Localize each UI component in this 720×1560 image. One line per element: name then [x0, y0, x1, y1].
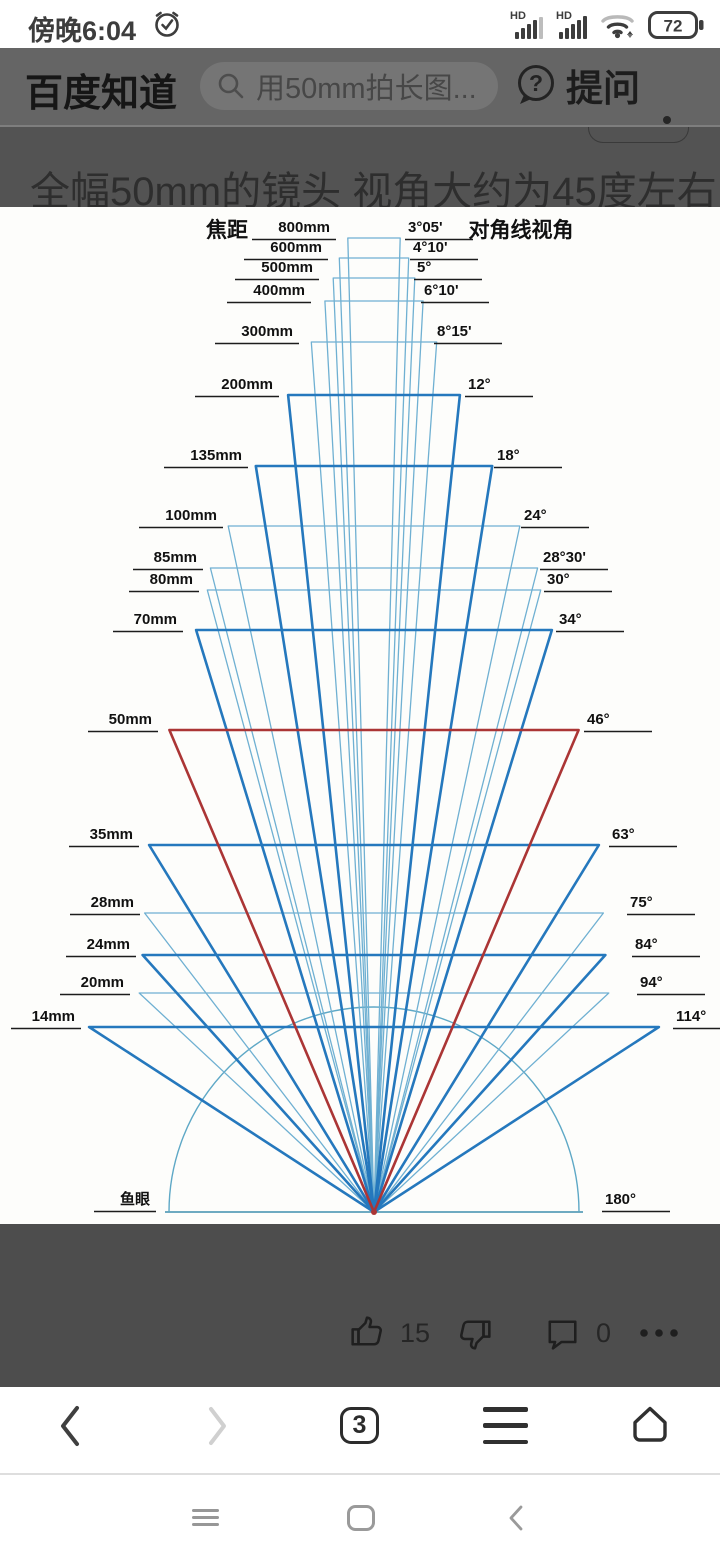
dimmed-page-area: 全幅50mm的镜头 视角大约为45度左右 [0, 127, 720, 207]
svg-text:63°: 63° [612, 826, 635, 843]
svg-text:28mm: 28mm [91, 894, 134, 911]
question-bubble-icon: ? [518, 65, 554, 104]
browser-nav-bar [0, 1387, 720, 1473]
hd-tag: HD [510, 10, 526, 22]
svg-text:24mm: 24mm [87, 936, 130, 953]
svg-text:28°30': 28°30' [543, 549, 586, 566]
system-nav-bar [0, 1475, 720, 1560]
svg-text:46°: 46° [587, 711, 610, 728]
lens-angle-diagram-image[interactable]: 800mm 3°05' 600mm 4°10' 500mm 5° 400mm 6°10' 300… [0, 207, 720, 1224]
signal-icon-sim1: HD [510, 10, 543, 39]
svg-text:114°: 114° [676, 1008, 706, 1025]
svg-text:34°: 34° [559, 611, 582, 628]
svg-text:HD: HD [556, 10, 572, 22]
thumb-up-icon[interactable] [350, 1315, 384, 1349]
home-icon[interactable] [627, 1403, 673, 1447]
svg-text:3°05': 3°05' [408, 219, 443, 236]
svg-text:200mm: 200mm [221, 376, 273, 393]
svg-text:94°: 94° [640, 974, 663, 991]
svg-text:14mm: 14mm [32, 1008, 75, 1025]
header-divider [0, 125, 720, 127]
battery-icon: 72 [648, 11, 704, 39]
thumb-down-icon[interactable] [458, 1317, 492, 1351]
svg-text:6°10': 6°10' [424, 282, 459, 299]
svg-text:300mm: 300mm [241, 323, 293, 340]
dimmed-lower-area [0, 1224, 720, 1387]
svg-text:50mm: 50mm [109, 711, 152, 728]
svg-text:5°: 5° [417, 259, 431, 276]
like-count: 15 [400, 1318, 431, 1348]
status-bar: 傍晚6:04 HD HD [0, 0, 720, 48]
svg-text:鱼眼: 鱼眼 [120, 1190, 150, 1208]
tabs-button[interactable]: 3 [340, 1407, 379, 1444]
svg-text:对角线视角: 对角线视角 [469, 218, 574, 242]
nav-divider [0, 1473, 720, 1475]
svg-text:20mm: 20mm [81, 974, 124, 991]
ask-question-button[interactable]: ? 提问 [514, 58, 640, 112]
svg-text:500mm: 500mm [261, 259, 313, 276]
browser-menu-icon[interactable] [483, 1407, 528, 1444]
home-pill-icon[interactable] [346, 1504, 376, 1532]
wifi-icon [601, 15, 634, 39]
search-placeholder: 用50mm拍长图... [256, 73, 477, 105]
svg-text:30°: 30° [547, 571, 570, 588]
back-icon[interactable] [56, 1404, 84, 1448]
svg-text:75°: 75° [630, 894, 653, 911]
svg-text:400mm: 400mm [253, 282, 305, 299]
fan-diagram-svg: 800mm 3°05' 600mm 4°10' 500mm 5° 400mm 6°10' 300… [11, 218, 720, 1215]
back-sys-icon[interactable] [507, 1504, 525, 1532]
svg-text:8°15': 8°15' [437, 323, 472, 340]
svg-text:180°: 180° [605, 1191, 636, 1208]
forward-icon[interactable] [203, 1406, 231, 1446]
svg-text:135mm: 135mm [190, 447, 242, 464]
svg-text:85mm: 85mm [154, 549, 197, 566]
svg-text:12°: 12° [468, 376, 491, 393]
tab-count: 3 [352, 1411, 367, 1439]
svg-text:70mm: 70mm [134, 611, 177, 628]
svg-text:4°10': 4°10' [413, 239, 448, 256]
battery-percent: 72 [664, 17, 683, 36]
comment-icon[interactable] [545, 1317, 579, 1351]
app-title: 百度知道 [25, 73, 178, 115]
svg-text:18°: 18° [497, 447, 520, 464]
ellipsis-icon[interactable] [638, 1325, 680, 1341]
status-icons: HD HD [510, 7, 706, 43]
comment-count: 0 [596, 1318, 612, 1348]
svg-text:24°: 24° [524, 507, 547, 524]
svg-text:800mm: 800mm [278, 219, 330, 236]
status-time: 傍晚6:04 [28, 16, 137, 46]
svg-text:600mm: 600mm [270, 239, 322, 256]
search-input[interactable]: 用50mm拍长图... [200, 62, 498, 110]
svg-text:80mm: 80mm [150, 571, 193, 588]
svg-text:35mm: 35mm [90, 826, 133, 843]
popup-card-curve [588, 127, 689, 143]
recents-icon[interactable] [192, 1509, 219, 1526]
svg-text:焦距: 焦距 [205, 218, 248, 242]
answer-text-partial: 全幅50mm的镜头 视角大约为45度左右 [30, 170, 717, 207]
svg-text:100mm: 100mm [165, 507, 217, 524]
ask-label: 提问 [566, 68, 640, 109]
signal-icon-sim2: HD [556, 10, 587, 39]
svg-text:?: ? [529, 70, 543, 96]
app-header: 百度知道 用50mm拍长图... ? 提问 [0, 48, 720, 150]
search-icon [218, 73, 244, 99]
alarm-icon [155, 11, 179, 37]
svg-text:84°: 84° [635, 936, 658, 953]
